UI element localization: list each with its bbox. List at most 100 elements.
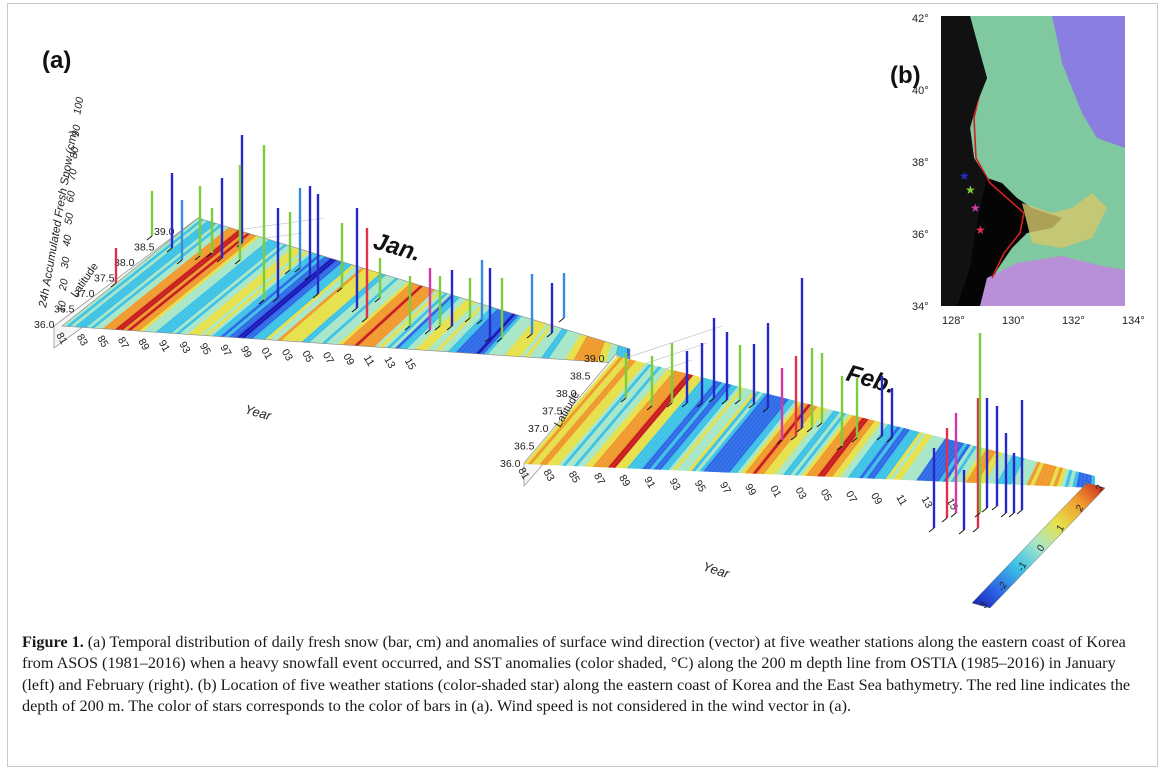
y-tick: 20: [57, 278, 71, 293]
sst-strip: [297, 272, 381, 343]
wind-vector: [974, 512, 981, 518]
sst-strip: [954, 446, 981, 483]
year-tick: 15: [402, 356, 418, 372]
station-star-2: ★: [965, 183, 976, 197]
sst-strip: [135, 234, 257, 332]
sst-strip: [98, 226, 229, 329]
sst-strip: [874, 429, 914, 479]
sst-strip: [1060, 468, 1070, 487]
wind-vector: [1008, 512, 1015, 518]
sst-strip: [248, 261, 344, 339]
year-tick: 99: [238, 344, 254, 360]
sst-strip: [638, 380, 716, 469]
sst-strip: [500, 319, 535, 356]
panel-b-map: (b) ★ ★ ★ ★ 42° 40° 38° 36° 34° 128° 130° 132°…: [890, 13, 1145, 327]
sst-strip: [782, 410, 837, 476]
sst-strip: [556, 332, 578, 360]
sst-strip: [512, 321, 544, 357]
sst-strip: [544, 329, 569, 359]
wind-vector: [304, 275, 311, 281]
wind-vector: [496, 337, 503, 343]
year-tick: 13: [919, 494, 935, 510]
sst-strip: [528, 325, 556, 358]
sst-strip: [463, 310, 507, 354]
year-tick: 97: [217, 343, 233, 359]
sst-strip: [252, 261, 347, 340]
wind-vector: [558, 317, 565, 323]
sst-strip: [171, 243, 285, 334]
station-star-4: ★: [975, 223, 986, 237]
year-tick: 05: [818, 487, 834, 503]
sst-strip: [346, 283, 418, 346]
colorbar-ramp: [971, 482, 1106, 608]
feb-latitude-ticks: 36.0 36.5 37.0 37.5 38.0 38.5 39.0: [500, 353, 605, 470]
wind-vector: [361, 317, 368, 323]
sst-strip: [805, 415, 856, 476]
feb-month-label: Feb.: [843, 360, 898, 400]
year-tick: 97: [717, 480, 733, 496]
sst-strip: [1053, 467, 1064, 487]
sst-strip: [232, 257, 331, 338]
wind-vector: [851, 437, 858, 443]
sst-strip: [680, 388, 751, 471]
sst-strip: [272, 266, 362, 341]
sst-strip: [1030, 462, 1045, 486]
wind-vector: [272, 297, 279, 303]
wind-vector: [1000, 512, 1007, 518]
y-tick: 90: [70, 124, 84, 138]
sst-strip: [699, 392, 767, 472]
jan-panel: 36.036.537.037.538.038.539.0 Latitude 81…: [34, 135, 631, 423]
sst-strip: [573, 335, 590, 361]
wind-vector: [762, 407, 769, 413]
map-longitude-ticks: 128° 130° 132° 134°: [942, 315, 1145, 327]
sst-strip: [721, 397, 786, 473]
sst-strip: [706, 394, 774, 472]
year-tick: 11: [893, 493, 909, 509]
sst-strip: [794, 412, 847, 476]
figure-frame: [7, 3, 1158, 767]
wind-vector: [216, 257, 223, 263]
sst-strip: [122, 232, 248, 331]
caption-text: (a) Temporal distribution of daily fresh…: [22, 633, 1131, 716]
sst-strip: [543, 360, 637, 465]
jan-snow-bars: [110, 135, 566, 343]
sst-strip: [260, 263, 353, 340]
wind-vector: [836, 445, 843, 451]
wind-vector: [958, 529, 965, 535]
year-tick: 95: [692, 478, 708, 494]
panel-b-label: (b): [890, 62, 921, 89]
sst-strip: [216, 253, 319, 337]
sst-strip: [175, 244, 288, 334]
sst-strip: [577, 367, 665, 467]
sst-strip: [988, 453, 1009, 484]
wind-vector: [424, 329, 431, 335]
sst-strip: [597, 341, 609, 363]
year-tick: 09: [868, 491, 884, 507]
sst-strip: [414, 299, 470, 350]
sst-strip: [1068, 470, 1076, 488]
sst-strip: [435, 304, 485, 352]
wind-vector: [258, 299, 265, 305]
sst-strip: [309, 275, 390, 343]
latitude-tick: 38.5: [134, 242, 155, 254]
sst-strip: [725, 398, 790, 473]
wind-vector: [708, 397, 715, 403]
sst-strip: [268, 265, 359, 341]
wind-vector: [194, 255, 201, 261]
sst-strip: [843, 423, 888, 478]
year-tick: 13: [381, 355, 397, 371]
panel-a-label: (a): [42, 47, 71, 74]
sst-strip: [552, 331, 575, 360]
sst-strip: [439, 305, 489, 352]
y-tick: 60: [64, 190, 78, 204]
sst-strip: [126, 232, 251, 331]
sst-strip: [946, 444, 974, 482]
sst-strip: [592, 370, 678, 468]
feb-snow-bars: [620, 278, 1024, 535]
wind-vector: [312, 293, 319, 299]
sst-strip: [862, 427, 904, 479]
sst-strip: [786, 411, 841, 476]
wind-vector: [374, 297, 381, 303]
y-axis-ticks: 10 20 30 40 50 60 70 80 90 100: [55, 96, 86, 313]
sst-strip: [289, 270, 374, 342]
